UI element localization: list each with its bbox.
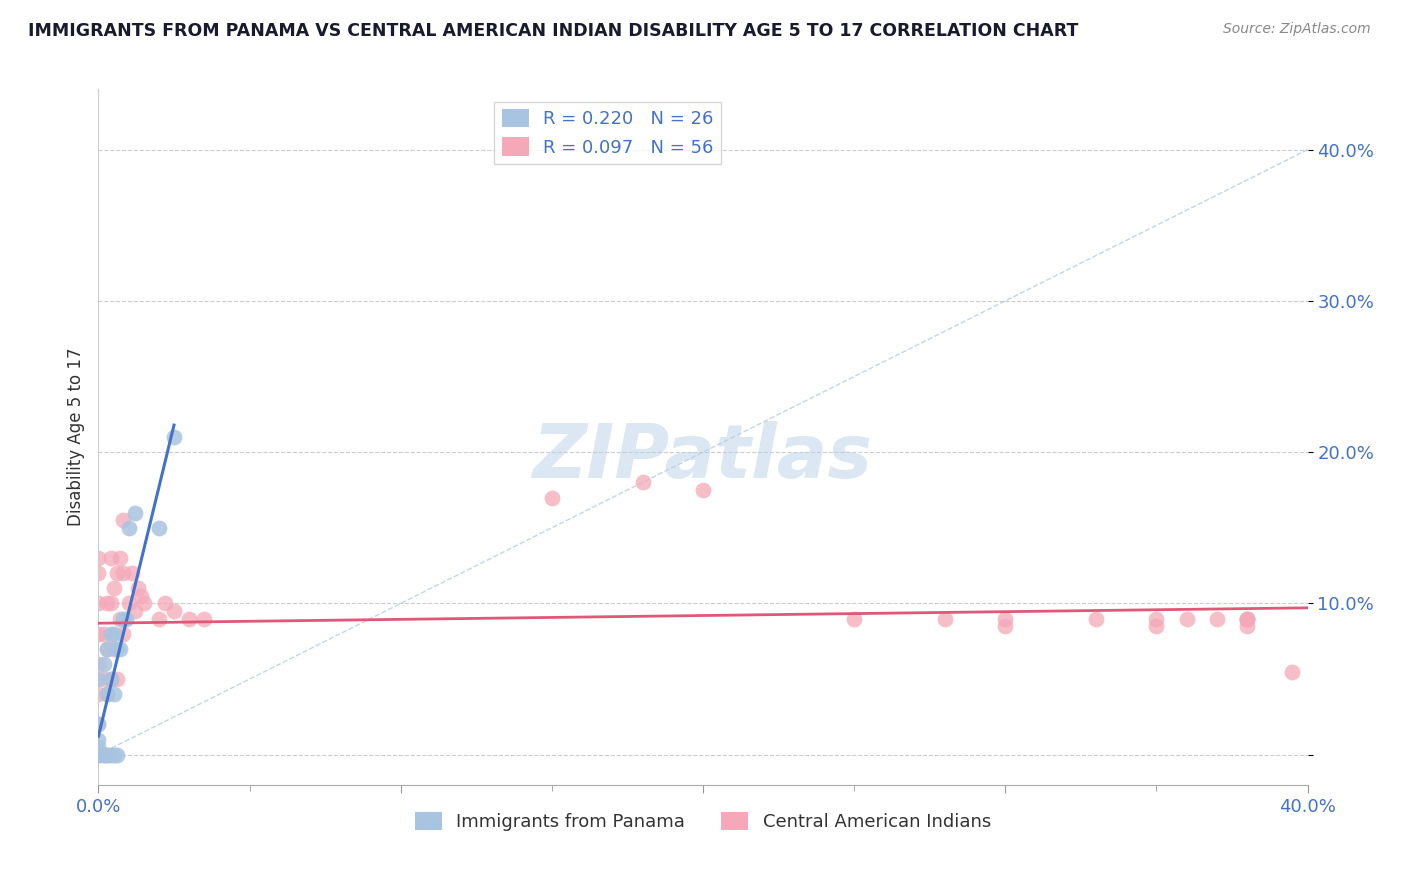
Point [87,747,110,762]
Point [87,551,110,566]
Point [1236,619,1258,633]
Point [631,475,654,490]
Point [87,747,110,762]
Point [100,597,122,611]
Point [129,589,152,603]
Point [844,611,866,625]
Point [1236,611,1258,625]
Point [87,747,110,762]
Point [163,430,186,444]
Point [148,611,170,625]
Point [1236,611,1258,625]
Point [111,566,134,581]
Point [103,641,125,656]
Point [96,641,118,656]
Point [100,747,122,762]
Point [100,672,122,686]
Point [153,597,176,611]
Point [193,611,215,625]
Point [108,641,131,656]
Point [96,747,118,762]
Point [103,582,125,596]
Point [93,626,115,640]
Point [1206,611,1229,625]
Point [93,657,115,671]
Point [105,672,128,686]
Point [114,611,136,625]
Point [118,521,141,535]
Point [100,672,122,686]
Point [994,611,1017,625]
Point [87,626,110,640]
Point [96,597,118,611]
Point [132,597,155,611]
Point [87,657,110,671]
Point [103,626,125,640]
Point [96,641,118,656]
Text: ZIPatlas: ZIPatlas [533,421,873,494]
Text: Source: ZipAtlas.com: Source: ZipAtlas.com [1223,22,1371,37]
Point [111,626,134,640]
Y-axis label: Disability Age 5 to 17: Disability Age 5 to 17 [66,348,84,526]
Point [105,641,128,656]
Point [93,672,115,686]
Point [103,747,125,762]
Point [179,611,201,625]
Text: IMMIGRANTS FROM PANAMA VS CENTRAL AMERICAN INDIAN DISABILITY AGE 5 TO 17 CORRELA: IMMIGRANTS FROM PANAMA VS CENTRAL AMERIC… [28,22,1078,40]
Point [96,687,118,701]
Point [87,566,110,581]
Point [118,597,141,611]
Point [100,551,122,566]
Point [87,740,110,755]
Point [1144,619,1167,633]
Point [87,672,110,686]
Point [1175,611,1198,625]
Point [103,687,125,701]
Point [121,566,143,581]
Point [1144,611,1167,625]
Point [1085,611,1108,625]
Point [111,611,134,625]
Point [540,491,562,505]
Point [105,747,128,762]
Point [124,604,146,618]
Point [93,747,115,762]
Point [87,732,110,747]
Point [124,506,146,520]
Point [108,611,131,625]
Point [148,521,170,535]
Point [934,611,956,625]
Point [87,717,110,731]
Point [93,747,115,762]
Point [1281,665,1303,679]
Point [87,687,110,701]
Legend: Immigrants from Panama, Central American Indians: Immigrants from Panama, Central American… [408,805,998,838]
Point [105,566,128,581]
Point [163,604,186,618]
Point [692,483,714,497]
Point [96,747,118,762]
Point [108,551,131,566]
Point [96,687,118,701]
Point [994,619,1017,633]
Point [127,582,149,596]
Point [1236,611,1258,625]
Point [87,717,110,731]
Point [111,513,134,527]
Point [87,597,110,611]
Point [100,626,122,640]
